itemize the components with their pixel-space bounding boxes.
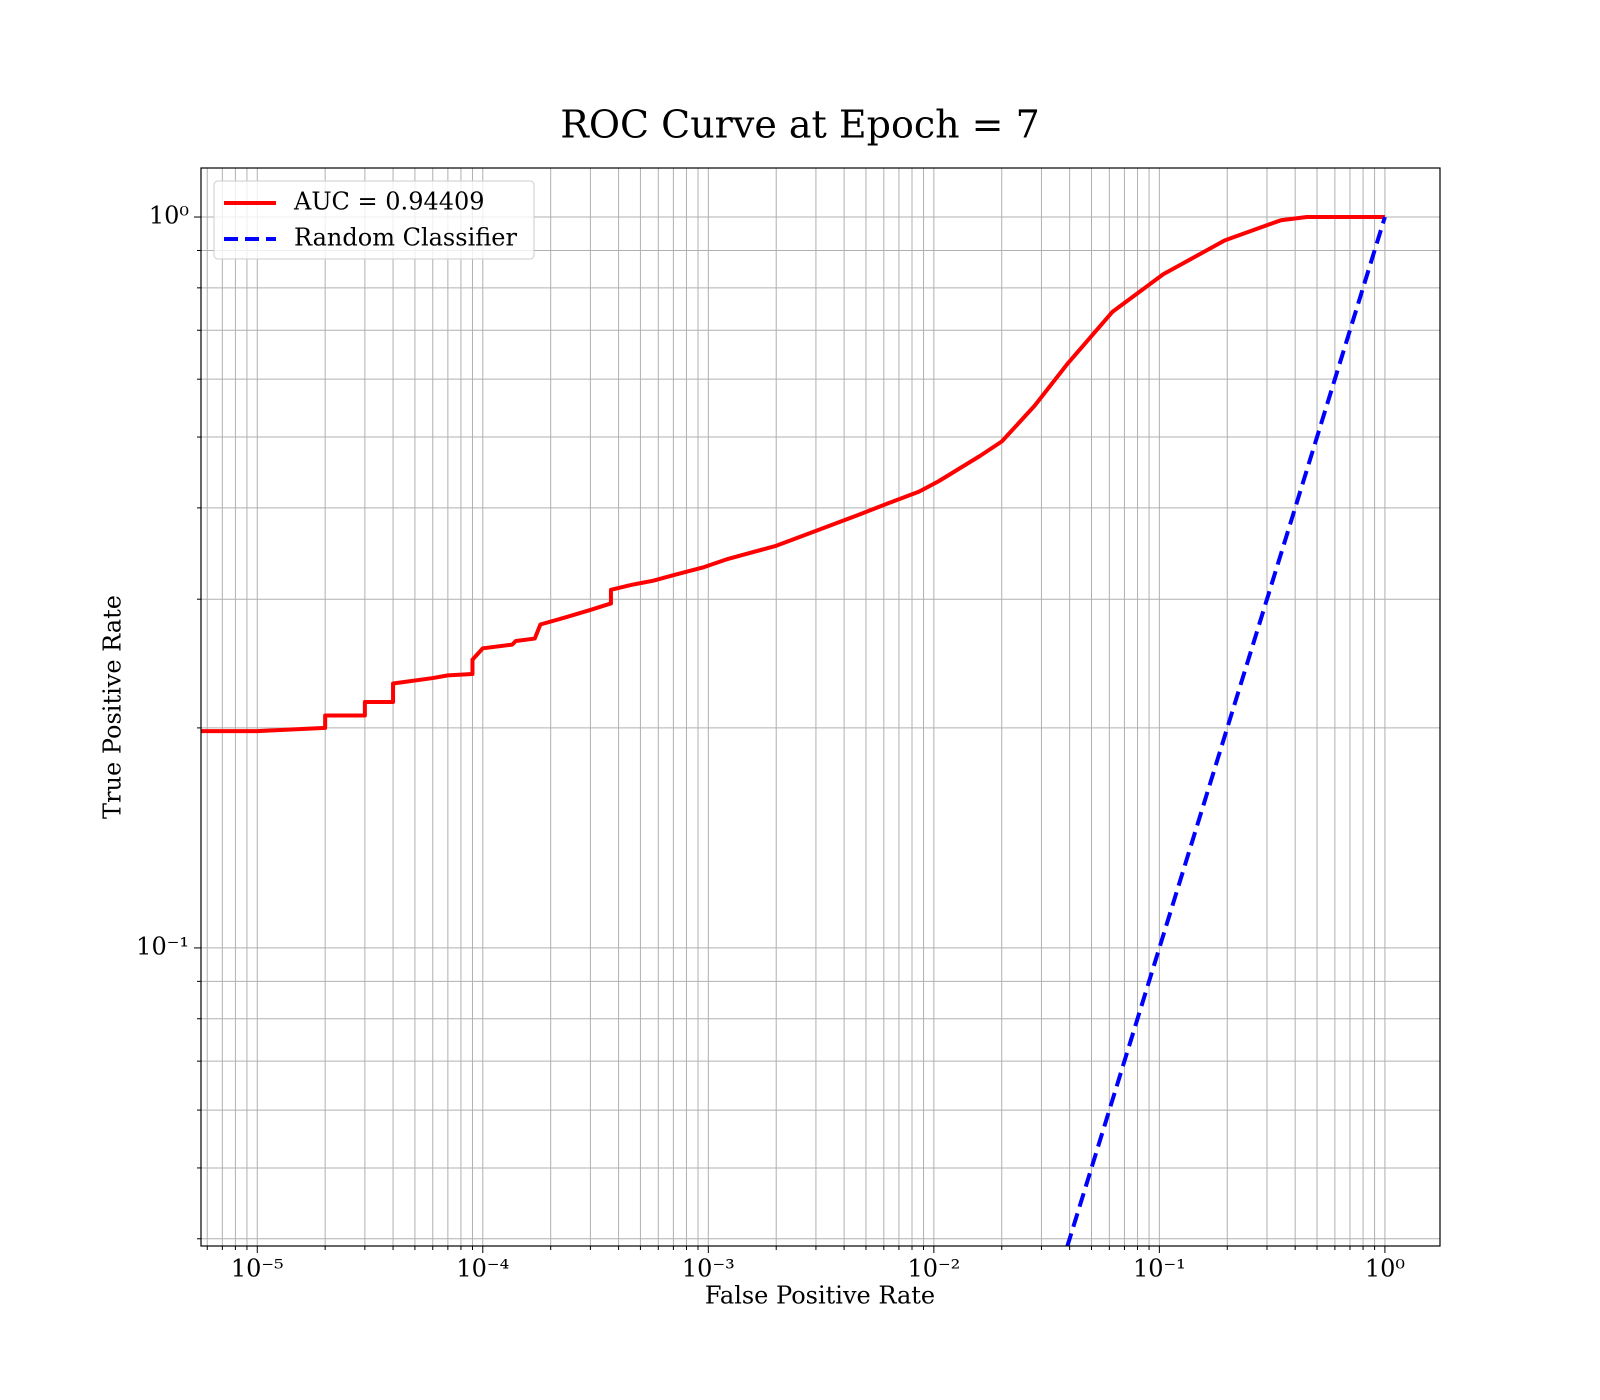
- x-tick-label: 10⁰: [1365, 1255, 1405, 1283]
- legend: AUC = 0.94409 Random Classifier: [213, 180, 535, 260]
- legend-box: [213, 180, 535, 260]
- chart-title: ROC Curve at Epoch = 7: [560, 103, 1040, 147]
- x-tick-label: 10⁻⁵: [231, 1255, 284, 1283]
- plot-frame: [200, 167, 1441, 1247]
- x-tick-label: 10⁻⁴: [456, 1255, 509, 1283]
- y-axis-label: True Positive Rate: [99, 595, 127, 819]
- y-tick-label: 10⁻¹: [136, 932, 189, 960]
- grid: [194, 168, 1440, 1253]
- series-line: [1065, 216, 1387, 1246]
- legend-label: AUC = 0.94409: [293, 188, 485, 216]
- x-tick-label: 10⁻²: [907, 1255, 960, 1283]
- plot-lines: [201, 215, 1387, 1246]
- y-tick-label: 10⁰: [149, 202, 189, 230]
- x-tick-label: 10⁻¹: [1133, 1255, 1186, 1283]
- x-tick-label: 10⁻³: [682, 1255, 735, 1283]
- series-line: [201, 215, 1385, 734]
- x-axis-label: False Positive Rate: [705, 1282, 935, 1310]
- legend-label: Random Classifier: [294, 224, 517, 252]
